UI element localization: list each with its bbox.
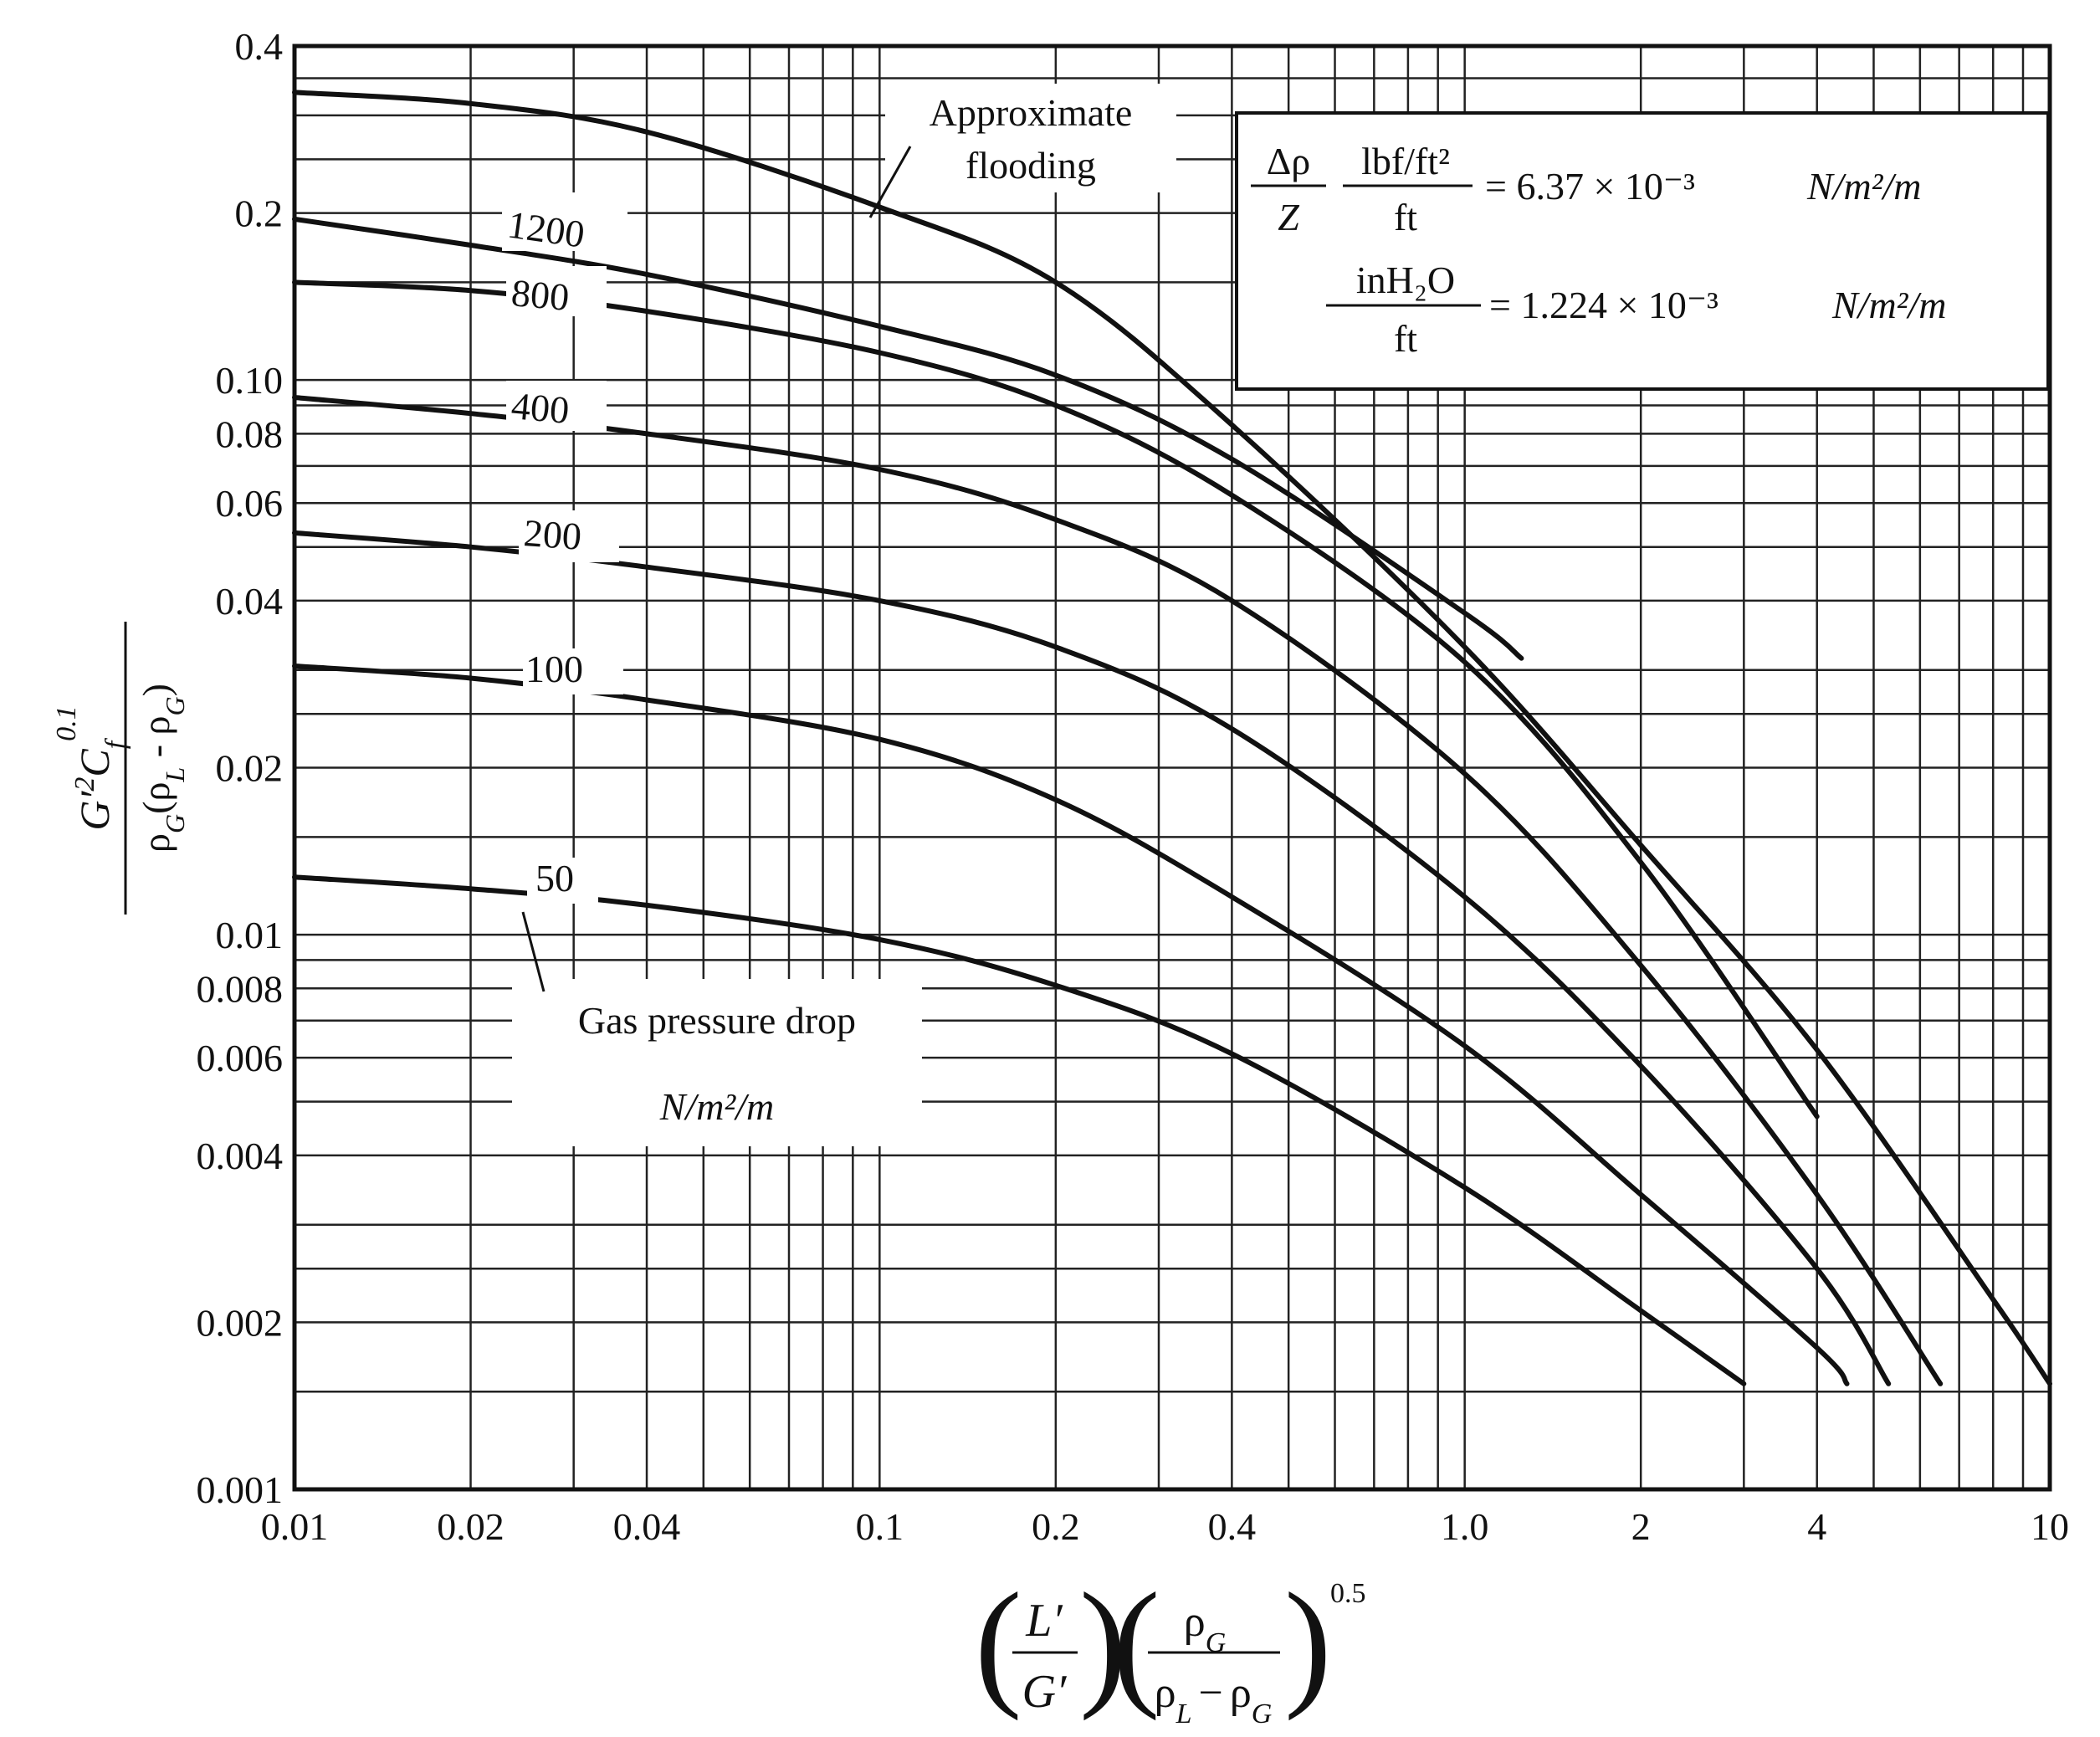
label-bg-50 [527, 858, 598, 904]
conversion-formula: Δρ Z lbf/ft² ft = 6.37 × 10⁻³ N/m²/m inH… [1251, 140, 1946, 360]
curve-labels: 1200 800 400 200 100 50 [502, 192, 627, 904]
y-label-denominator: ρG(ρL - ρG) [135, 684, 190, 853]
x-paren-close-2: ) [1284, 1564, 1332, 1721]
y-num-g: G′ [71, 791, 118, 831]
x-paren-open-1: ( [975, 1564, 1022, 1721]
label-800: 800 [510, 271, 571, 319]
y-den-rho-l: ρ [135, 782, 177, 802]
conv-unit-tail2: N/m²/m [1831, 284, 1946, 326]
y-tick-label: 0.008 [197, 967, 284, 1010]
x-den2-minus: − [1199, 1669, 1223, 1717]
x-tick-label: 1.0 [1441, 1505, 1489, 1548]
conv-delta-rho: Δρ [1267, 140, 1311, 182]
gas-label-line1: Gas pressure drop [578, 999, 856, 1042]
label-bg-400 [506, 381, 607, 431]
y-den-sub-l: L [160, 767, 190, 783]
y-den-sub-g: G [160, 814, 190, 833]
label-bg-200 [519, 510, 619, 562]
curve-approximate-flooding [292, 90, 2052, 1386]
y-den-sub-g2: G [160, 696, 190, 715]
y-num-exp: 0.1 [51, 705, 82, 741]
y-den-rho: ρ [135, 833, 177, 853]
x-num2-rho: ρ [1184, 1598, 1206, 1646]
conv-value2: = 1.224 × 10⁻³ [1489, 284, 1718, 326]
flooding-label-line2: flooding [965, 144, 1096, 187]
gas-label-line2: N/m²/m [659, 1085, 774, 1128]
x-tick-label: 0.2 [1032, 1505, 1080, 1548]
x-paren-open-2: ( [1113, 1564, 1160, 1721]
y-tick-label: 0.4 [235, 25, 284, 68]
x-den1: G′ [1022, 1666, 1067, 1718]
y-tick-label: 0.02 [216, 747, 284, 790]
flooding-label-line1: Approximate [930, 91, 1133, 134]
x-tick-label: 0.01 [261, 1505, 329, 1548]
label-200: 200 [522, 511, 582, 558]
conv-unit1-den: ft [1394, 196, 1417, 238]
y-tick-label: 0.006 [197, 1037, 284, 1079]
y-axis-label: G′2Cf0.1 ρG(ρL - ρG) [51, 622, 190, 915]
x-den2-sub-l: L [1175, 1699, 1192, 1729]
gas-label-box [512, 979, 922, 1146]
y-den-close: ) [135, 684, 177, 696]
x-paren-close-1: ) [1079, 1564, 1127, 1721]
y-tick-label: 0.001 [197, 1468, 284, 1511]
x-tick-label: 0.1 [856, 1505, 904, 1548]
x-tick-label: 2 [1631, 1505, 1651, 1548]
x-den2-sub-g: G [1252, 1699, 1273, 1729]
conv-z: Z [1278, 196, 1299, 238]
y-tick-label: 0.01 [216, 914, 284, 956]
y-tick-label: 0.04 [216, 580, 284, 623]
y-num-c: C [71, 749, 118, 777]
curve-1200 [292, 216, 1524, 661]
label-bg-800 [506, 266, 607, 316]
x-exponent: 0.5 [1330, 1578, 1366, 1609]
y-num-sq: 2 [69, 777, 100, 792]
tick-labels: 0.01 0.02 0.04 0.1 0.2 0.4 1.0 2 4 10 0.001 0.002 0.… [197, 25, 2070, 1548]
conv-value1: = 6.37 × 10⁻³ [1485, 165, 1695, 208]
conv-unit-tail1: N/m²/m [1806, 165, 1921, 208]
x-tick-label: 0.02 [437, 1505, 505, 1548]
label-50: 50 [535, 857, 574, 899]
label-1200: 1200 [505, 202, 587, 255]
y-tick-label: 0.10 [216, 359, 284, 402]
flooding-label-box [885, 84, 1176, 192]
x-axis-label: ( L′ G′ ) ( ρG ρL − ρG ) 0.5 [975, 1564, 1366, 1729]
y-tick-label: 0.2 [235, 192, 284, 235]
y-tick-label: 0.002 [197, 1301, 284, 1344]
flooding-pointer [868, 146, 912, 218]
x-tick-label: 0.04 [613, 1505, 681, 1548]
x-tick-label: 10 [2031, 1505, 2069, 1548]
x-den2-rho-g: ρ [1230, 1669, 1252, 1717]
x-tick-label: 4 [1807, 1505, 1826, 1548]
y-den-open: ( [135, 802, 177, 814]
x-tick-label: 0.4 [1208, 1505, 1257, 1548]
y-den-minus: - [135, 735, 177, 766]
conversion-box [1235, 111, 2050, 391]
y-tick-label: 0.004 [197, 1135, 284, 1177]
x-den2: ρL − ρG [1155, 1669, 1273, 1729]
label-bg-100 [523, 648, 623, 694]
conv-unit2-num: inH₂O [1356, 259, 1455, 301]
conv-unit1-num: lbf/ft² [1361, 140, 1450, 182]
x-den2-rho-l: ρ [1155, 1669, 1176, 1717]
conv-unit2-den: ft [1394, 317, 1417, 360]
x-num1: L′ [1025, 1595, 1063, 1647]
label-400: 400 [510, 384, 571, 432]
plot-frame [292, 44, 2052, 1492]
y-tick-label: 0.06 [216, 482, 284, 525]
label-bg-1200 [502, 192, 627, 251]
label-100: 100 [525, 648, 583, 690]
y-label-numerator: G′2Cf0.1 [51, 705, 131, 830]
y-tick-label: 0.08 [216, 412, 284, 455]
gas-pointer [521, 911, 545, 992]
y-den-rho-g: ρ [135, 715, 177, 735]
